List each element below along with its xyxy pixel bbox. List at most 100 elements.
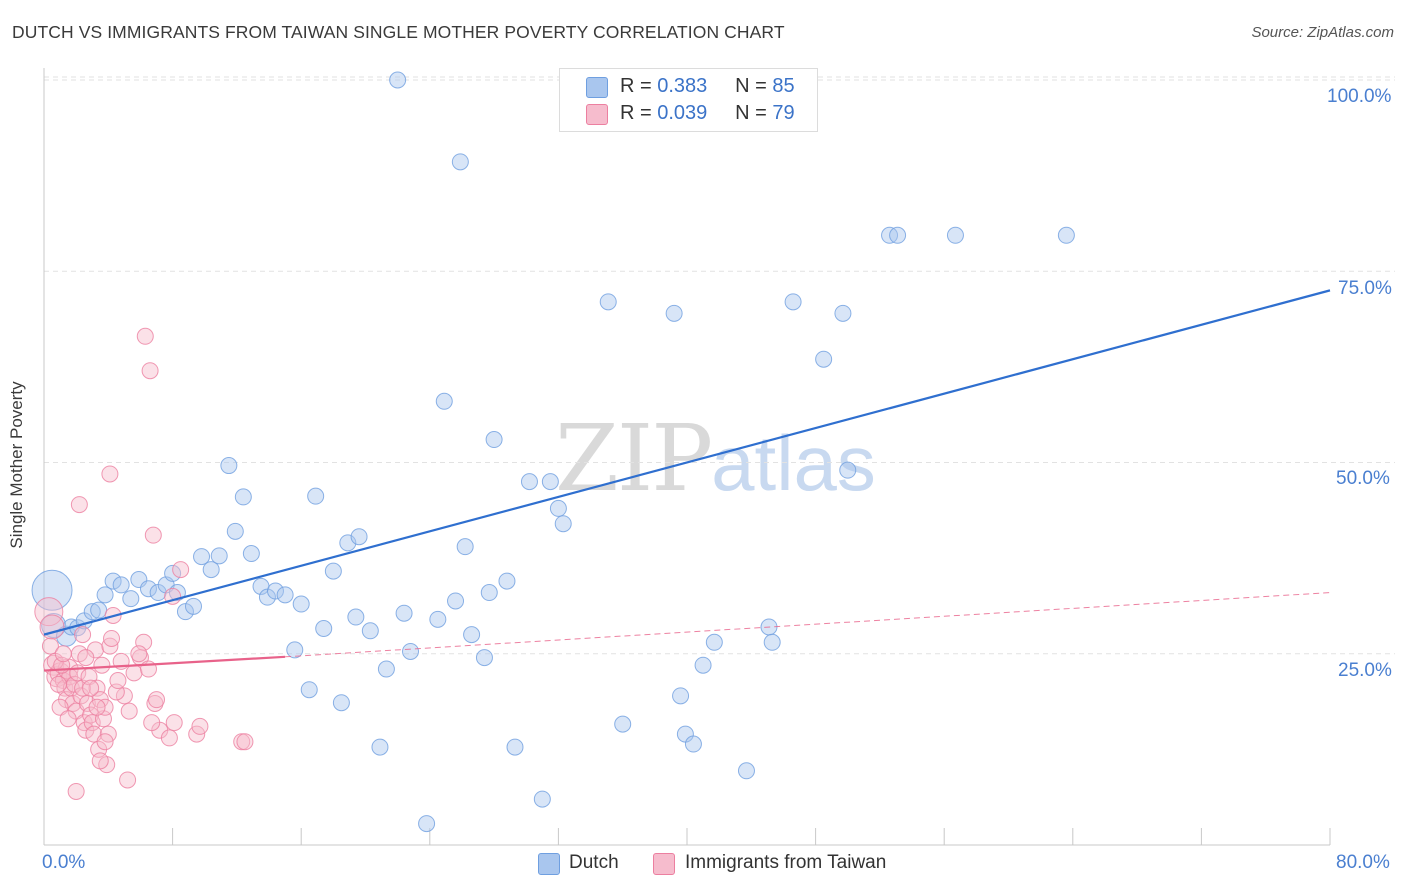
taiwan-point xyxy=(41,637,59,655)
dutch-point xyxy=(475,649,493,667)
dutch-point xyxy=(834,304,852,322)
dutch-point xyxy=(83,603,101,621)
dutch-point xyxy=(498,572,516,590)
taiwan-point xyxy=(96,733,114,751)
dutch-point xyxy=(164,564,182,582)
dutch-point xyxy=(122,590,140,608)
dutch-point xyxy=(96,586,114,604)
taiwan-trend-line-extended xyxy=(285,592,1331,658)
dutch-point xyxy=(463,626,481,644)
dutch-point xyxy=(506,738,524,756)
taiwan-point xyxy=(93,656,111,674)
taiwan-point xyxy=(236,733,254,751)
taiwan-legend-swatch xyxy=(653,853,675,875)
dutch-point xyxy=(429,610,447,628)
taiwan-point xyxy=(191,717,209,735)
dutch-point xyxy=(435,392,453,410)
dutch-point xyxy=(307,487,325,505)
dutch-point xyxy=(389,71,407,89)
dutch-point xyxy=(672,687,690,705)
dutch-point xyxy=(599,293,617,311)
taiwan-point xyxy=(59,710,77,728)
taiwan-point xyxy=(74,626,92,644)
taiwan-point xyxy=(109,672,127,690)
dutch-point xyxy=(684,735,702,753)
dutch-point xyxy=(210,547,228,565)
taiwan-point xyxy=(49,675,67,693)
dutch-point xyxy=(665,304,683,322)
source-label: Source: ZipAtlas.com xyxy=(1251,24,1394,41)
dutch-point xyxy=(815,350,833,368)
dutch-point xyxy=(220,457,238,475)
dutch-point xyxy=(541,473,559,491)
dutch-point xyxy=(361,622,379,640)
watermark-zip: ZIP xyxy=(555,405,713,512)
dutch-point xyxy=(324,562,342,580)
stats-legend: R = 0.383 N = 85 R = 0.039 N = 79 xyxy=(559,68,818,132)
dutch-point xyxy=(332,694,350,712)
taiwan-point xyxy=(88,698,106,716)
taiwan-swatch xyxy=(586,104,608,125)
dutch-point xyxy=(784,293,802,311)
r-label: R = xyxy=(620,75,652,97)
y-axis-label: Single Mother Poverty xyxy=(7,381,26,549)
dutch-point xyxy=(451,153,469,171)
dutch-point xyxy=(276,586,294,604)
dutch-point xyxy=(447,592,465,610)
taiwan-point xyxy=(148,691,166,709)
taiwan-point xyxy=(136,327,154,345)
dutch-point xyxy=(946,226,964,244)
dutch-point xyxy=(485,431,503,449)
taiwan-point xyxy=(130,645,148,663)
r-label: R = xyxy=(620,102,652,124)
taiwan-trend-line xyxy=(43,655,286,672)
taiwan-point xyxy=(67,782,85,800)
dutch-point xyxy=(533,790,551,808)
dutch-point xyxy=(377,660,395,678)
dutch-point xyxy=(371,738,389,756)
taiwan-point xyxy=(70,496,88,514)
taiwan-point xyxy=(141,362,159,380)
dutch-point xyxy=(193,548,211,566)
legend-taiwan-text: R = 0.039 N = 79 xyxy=(620,102,795,125)
y-tick-label-100: 100.0% xyxy=(1327,86,1392,107)
dutch-point xyxy=(234,488,252,506)
dutch-point xyxy=(402,642,420,660)
dutch-point xyxy=(266,582,284,600)
dutch-point xyxy=(31,569,73,611)
legend-dutch-text: R = 0.383 N = 85 xyxy=(620,75,795,98)
taiwan-point xyxy=(115,687,133,705)
dutch-point xyxy=(315,620,333,638)
dutch-point xyxy=(292,595,310,613)
dutch-point xyxy=(1057,226,1075,244)
taiwan-point xyxy=(103,629,121,647)
y-tick-label-25: 25.0% xyxy=(1338,660,1392,681)
taiwan-point xyxy=(143,714,161,732)
taiwan-point xyxy=(160,729,178,747)
dutch-legend-swatch xyxy=(538,853,560,875)
dutch-point xyxy=(104,572,122,590)
dutch-point xyxy=(242,545,260,563)
dutch-point xyxy=(456,538,474,556)
dutch-point xyxy=(614,715,632,733)
n-label: N = xyxy=(735,102,767,124)
dutch-point xyxy=(554,515,572,533)
x-tick-label-max: 80.0% xyxy=(1336,852,1390,873)
taiwan-point xyxy=(82,679,100,697)
taiwan-point xyxy=(91,752,109,770)
dutch-point xyxy=(112,576,130,594)
taiwan-point xyxy=(101,465,119,483)
dutch-point xyxy=(184,597,202,615)
taiwan-legend-label: Immigrants from Taiwan xyxy=(685,852,887,873)
taiwan-point xyxy=(125,664,143,682)
taiwan-point xyxy=(119,771,137,789)
n-value-taiwan: 79 xyxy=(772,102,795,124)
r-value-dutch: 0.383 xyxy=(657,75,708,97)
dutch-legend-label: Dutch xyxy=(569,852,619,873)
y-tick-label-75: 75.0% xyxy=(1338,278,1392,299)
dutch-point xyxy=(202,561,220,579)
dutch-point xyxy=(520,473,538,491)
dutch-point xyxy=(737,762,755,780)
dutch-point xyxy=(300,681,318,699)
